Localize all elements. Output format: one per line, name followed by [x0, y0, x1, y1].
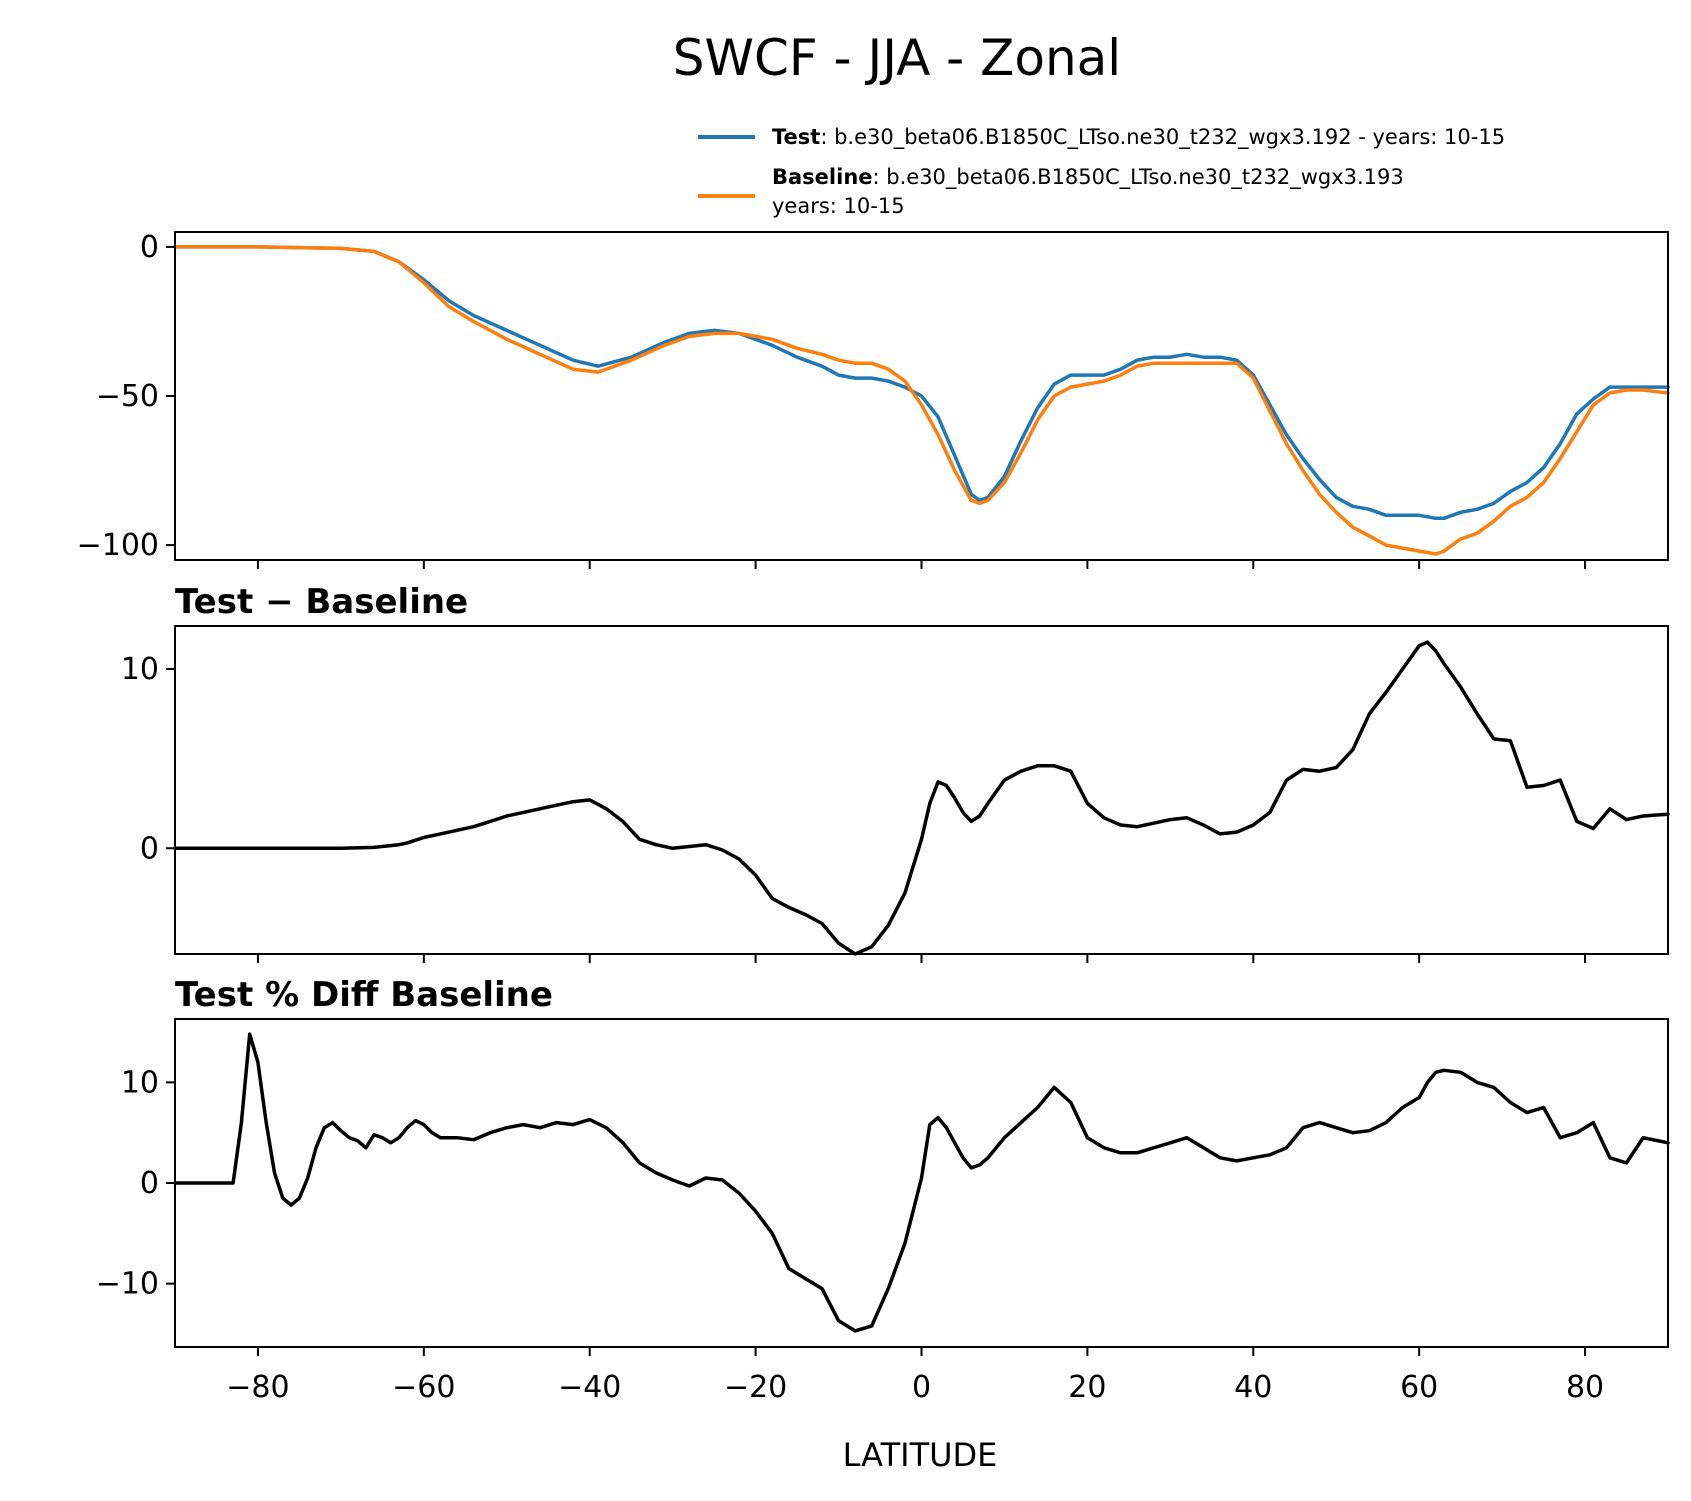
panel-title-percent: Test % Diff Baseline: [175, 975, 553, 1015]
axes-frame-difference: [174, 625, 1669, 955]
y-tick-label-percent: −10: [96, 1267, 159, 1302]
x-tick-label: 60: [1400, 1370, 1438, 1405]
legend-label-baseline: Baseline: b.e30_beta06.B1850C_LTso.ne30_…: [772, 165, 1404, 190]
y-tick-label-difference: 0: [140, 831, 159, 866]
y-tick-label-main: −50: [96, 379, 159, 414]
y-tick-label-difference: 10: [121, 652, 159, 687]
x-tick-label: −20: [724, 1370, 787, 1405]
series-line-main-baseline: [173, 245, 1670, 556]
series-line-main-test: [173, 245, 1670, 521]
y-tick-label-main: 0: [140, 230, 159, 265]
legend-label-baseline-line2: years: 10-15: [772, 194, 905, 218]
x-axis-label: LATITUDE: [843, 1436, 998, 1474]
series-line-difference-diff: [173, 640, 1670, 956]
x-tick-label: −40: [558, 1370, 621, 1405]
y-tick-label-main: −100: [77, 528, 159, 563]
x-tick-label: 80: [1566, 1370, 1604, 1405]
x-tick-label: −60: [392, 1370, 455, 1405]
panel-title-difference: Test − Baseline: [175, 582, 468, 622]
x-tick-label: 40: [1234, 1370, 1272, 1405]
x-tick-label: 20: [1068, 1370, 1106, 1405]
legend-label-test: Test: b.e30_beta06.B1850C_LTso.ne30_t232…: [772, 125, 1505, 150]
x-tick-label: −80: [226, 1370, 289, 1405]
y-tick-label-percent: 0: [140, 1166, 159, 1201]
x-tick-label: 0: [912, 1370, 931, 1405]
series-line-percent-pct: [173, 1032, 1670, 1333]
y-tick-label-percent: 10: [121, 1065, 159, 1100]
chart-title: SWCF - JJA - Zonal: [673, 29, 1121, 87]
